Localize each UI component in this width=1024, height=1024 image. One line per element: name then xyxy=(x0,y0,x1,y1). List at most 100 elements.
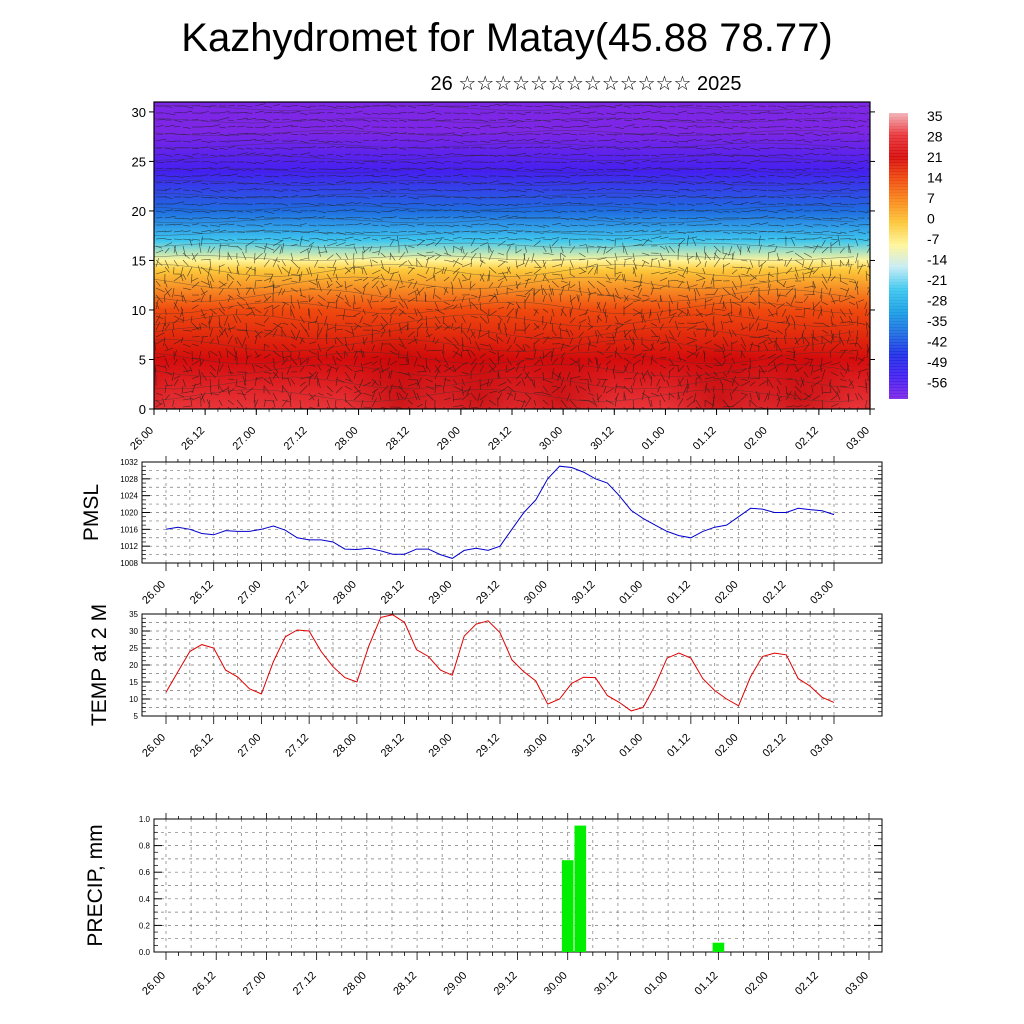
wind-arrow xyxy=(632,112,640,114)
wind-arrow xyxy=(524,126,532,129)
wind-arrow xyxy=(227,223,235,226)
wind-arrow xyxy=(695,287,701,297)
wind-arrow xyxy=(488,111,496,114)
wind-arrow xyxy=(434,255,441,261)
wind-arrow xyxy=(763,341,769,352)
wind-arrow xyxy=(740,224,751,227)
wind-arrow xyxy=(245,355,252,359)
wind-arrow xyxy=(722,175,730,178)
wind-arrow xyxy=(605,161,613,164)
wind-arrow xyxy=(344,236,354,240)
wind-arrow xyxy=(551,336,563,339)
wind-arrow xyxy=(236,264,239,275)
wind-arrow xyxy=(362,337,368,345)
y-tick-label: 0.2 xyxy=(139,921,151,930)
wind-arrow xyxy=(396,235,400,247)
wind-arrow xyxy=(281,147,293,150)
wind-arrow xyxy=(587,322,593,328)
wind-arrow xyxy=(434,209,443,212)
wind-arrow xyxy=(821,168,830,171)
wind-arrow xyxy=(332,259,337,267)
wind-arrow xyxy=(847,393,850,401)
wind-arrow xyxy=(245,175,253,178)
wind-arrow xyxy=(263,133,272,137)
wind-arrow xyxy=(425,238,436,241)
wind-arrow xyxy=(614,203,623,206)
wind-arrow xyxy=(189,365,193,373)
wind-arrow xyxy=(722,224,730,227)
wind-arrow xyxy=(623,364,627,371)
wind-arrow xyxy=(181,306,184,317)
grid xyxy=(142,461,882,564)
wind-arrow xyxy=(307,249,310,261)
wind-arrow xyxy=(182,357,188,366)
wind-arrow xyxy=(766,406,769,409)
wind-arrow xyxy=(496,288,499,296)
wind-arrow xyxy=(812,160,821,163)
wind-arrow xyxy=(713,238,725,241)
wind-arrow xyxy=(326,399,331,409)
wind-arrow xyxy=(281,132,291,135)
wind-arrow xyxy=(308,154,319,158)
wind-arrow xyxy=(767,312,778,317)
wind-arrow xyxy=(389,112,401,115)
wind-arrow xyxy=(425,230,436,233)
wind-arrow xyxy=(369,245,373,252)
wind-arrow xyxy=(767,189,777,192)
wind-arrow xyxy=(443,287,448,296)
wind-arrow xyxy=(592,397,598,408)
wind-arrow xyxy=(731,309,733,317)
wind-arrow xyxy=(353,307,361,310)
wind-arrow xyxy=(703,350,706,359)
wind-arrow xyxy=(560,210,568,213)
wind-arrow xyxy=(623,329,627,340)
wind-arrow xyxy=(362,223,371,226)
wind-arrow xyxy=(531,378,535,387)
wind-arrow xyxy=(290,392,292,400)
wind-arrow xyxy=(380,322,385,331)
wind-arrow xyxy=(452,385,463,391)
wind-arrow xyxy=(515,146,523,149)
wind-arrow xyxy=(677,343,683,350)
wind-arrow xyxy=(344,132,354,135)
wind-arrow xyxy=(335,406,338,409)
wind-arrow xyxy=(587,203,595,206)
wind-arrow xyxy=(389,216,397,219)
wind-arrow xyxy=(488,103,500,107)
wind-arrow xyxy=(830,217,842,220)
wind-arrow xyxy=(657,302,661,310)
wind-arrow xyxy=(513,336,517,344)
wind-arrow xyxy=(695,252,697,261)
wind-arrow xyxy=(263,343,270,348)
wind-arrow xyxy=(515,189,527,193)
wind-arrow xyxy=(398,174,409,177)
wind-arrow xyxy=(461,210,470,213)
wind-arrow xyxy=(650,322,658,327)
wind-arrow xyxy=(569,154,579,156)
wind-arrow xyxy=(648,397,652,408)
contour-line xyxy=(154,326,855,340)
wind-arrow xyxy=(173,245,178,256)
wind-arrow xyxy=(281,266,290,274)
wind-arrow xyxy=(506,182,514,185)
wind-arrow xyxy=(578,323,581,331)
wind-arrow xyxy=(236,280,242,287)
wind-arrow xyxy=(488,364,496,372)
wind-arrow xyxy=(686,139,696,142)
wind-arrow xyxy=(155,301,160,310)
wind-arrow xyxy=(767,329,777,333)
wind-arrow xyxy=(794,154,804,157)
wind-arrow xyxy=(173,349,178,359)
wind-arrow xyxy=(209,385,212,396)
wind-arrow xyxy=(326,112,334,114)
wind-arrow xyxy=(182,126,191,129)
wind-arrow xyxy=(479,301,482,311)
wind-arrow xyxy=(334,338,337,345)
wind-arrow xyxy=(865,382,868,394)
wind-arrow xyxy=(605,154,614,157)
wind-arrow xyxy=(299,406,304,409)
wind-arrow xyxy=(389,306,398,310)
wind-arrow xyxy=(857,263,863,275)
wind-arrow xyxy=(839,294,841,302)
wind-arrow xyxy=(623,257,633,261)
